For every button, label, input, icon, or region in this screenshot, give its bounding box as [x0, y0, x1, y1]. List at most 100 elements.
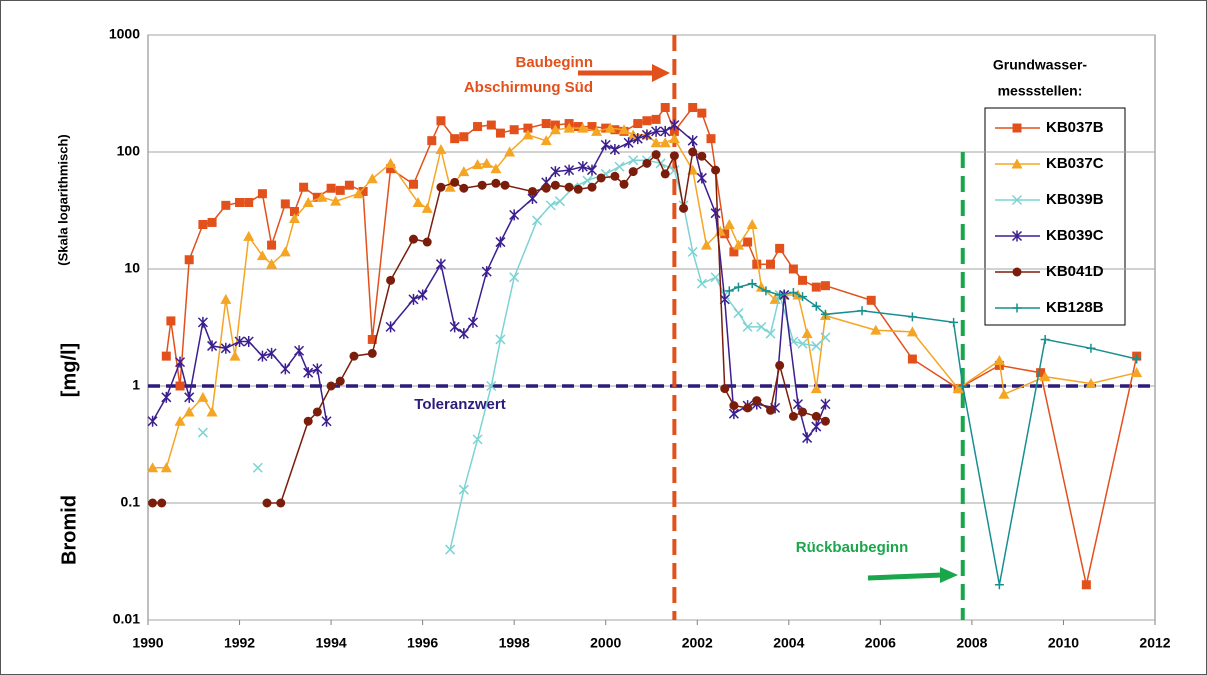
marker [303, 416, 313, 426]
marker [761, 286, 771, 296]
marker [998, 388, 1010, 399]
marker [358, 186, 368, 196]
marker [700, 239, 712, 250]
marker [490, 163, 502, 174]
marker [775, 243, 785, 253]
marker [280, 363, 291, 375]
marker [550, 166, 561, 178]
marker [610, 171, 620, 181]
marker [541, 183, 551, 193]
marker [161, 351, 171, 361]
marker [509, 125, 519, 135]
marker [408, 293, 419, 305]
marker [775, 360, 785, 370]
marker [523, 123, 533, 133]
marker [385, 321, 396, 333]
marker [458, 328, 469, 340]
marker [545, 200, 556, 211]
marker [256, 250, 268, 261]
marker [458, 166, 470, 177]
marker [1011, 230, 1023, 242]
marker [993, 355, 1005, 366]
marker [335, 185, 345, 195]
marker [820, 416, 830, 426]
marker [541, 119, 551, 129]
marker [349, 351, 359, 361]
marker [788, 411, 798, 421]
marker [688, 147, 698, 157]
legend-box [984, 107, 1126, 326]
marker [669, 151, 679, 161]
marker [220, 342, 231, 354]
marker [632, 133, 643, 145]
marker [472, 159, 484, 170]
marker [618, 124, 630, 135]
x-tick-label: 2010 [1048, 635, 1079, 651]
y-tick-label: 100 [117, 143, 141, 159]
legend-title: Grundwasser- [993, 57, 1087, 73]
marker [330, 195, 342, 206]
marker [697, 151, 707, 161]
x-tick-label: 2012 [1139, 635, 1170, 651]
marker [550, 180, 560, 190]
marker [421, 202, 433, 213]
marker [723, 219, 735, 230]
marker [651, 125, 662, 137]
marker [243, 336, 254, 348]
marker [1012, 123, 1022, 133]
marker [540, 135, 552, 146]
marker [207, 340, 218, 352]
marker [766, 405, 776, 415]
legend-title: messstellen: [998, 83, 1083, 99]
marker [614, 161, 625, 172]
marker [481, 266, 492, 278]
marker [175, 381, 185, 391]
marker [802, 432, 813, 444]
marker [554, 196, 565, 207]
marker [288, 213, 300, 224]
marker [504, 146, 516, 157]
marker [450, 134, 460, 144]
marker [289, 207, 299, 217]
marker [733, 282, 743, 292]
marker [243, 230, 255, 241]
marker [710, 272, 721, 283]
marker [729, 401, 739, 411]
marker [660, 125, 671, 137]
marker [450, 177, 460, 187]
marker [161, 391, 172, 403]
marker [679, 203, 689, 213]
marker [746, 219, 758, 230]
y-axis-label: Bromid [58, 495, 80, 565]
marker [651, 114, 661, 124]
marker [1011, 158, 1023, 169]
marker [994, 580, 1004, 590]
marker [184, 391, 195, 403]
marker [147, 415, 158, 427]
marker [619, 179, 629, 189]
marker [788, 287, 798, 297]
marker [577, 122, 589, 133]
marker [696, 172, 707, 184]
marker [733, 308, 744, 319]
marker [229, 350, 241, 361]
marker [577, 161, 588, 173]
marker [166, 316, 176, 326]
marker [801, 328, 813, 339]
marker [491, 178, 501, 188]
marker [335, 376, 345, 386]
marker [659, 137, 671, 148]
marker [706, 134, 716, 144]
marker [600, 139, 611, 151]
marker [669, 126, 679, 136]
marker [720, 384, 730, 394]
marker [1085, 378, 1097, 389]
y-tick-label: 1 [132, 377, 140, 393]
marker [742, 321, 753, 332]
marker [687, 246, 698, 257]
marker [147, 462, 159, 473]
marker [775, 290, 785, 300]
x-tick-label: 2000 [590, 635, 621, 651]
marker [175, 356, 186, 368]
